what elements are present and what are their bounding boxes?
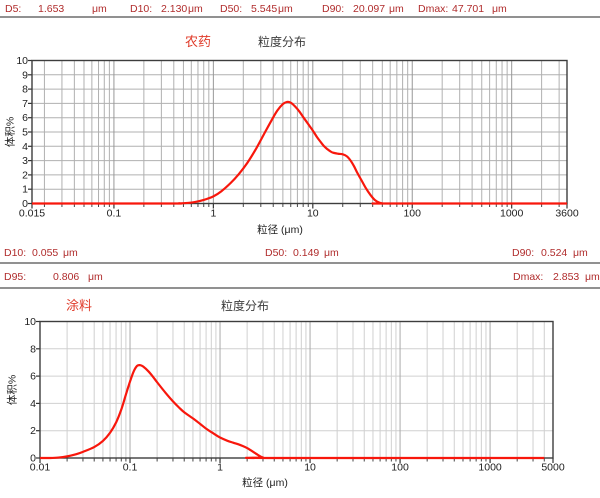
- header-separator: [0, 16, 600, 18]
- stat-d90-label: D90:: [322, 3, 345, 15]
- stat-d90-value: 20.097: [353, 3, 386, 15]
- chart2-xlabel: 粒径 (μm): [242, 477, 288, 489]
- stat-dmax-value: 47.701: [452, 3, 485, 15]
- x-tick-label: 3600: [555, 208, 579, 220]
- y-tick-label: 6: [22, 112, 28, 124]
- chart1-title: 粒度分布: [258, 35, 307, 49]
- chart2-title: 粒度分布: [221, 299, 270, 313]
- stat-d5-unit: μm: [92, 3, 107, 15]
- x-tick-label: 0.1: [107, 208, 122, 220]
- stat-d50-label: D50:: [220, 3, 243, 15]
- mid-d50-value: 0.149: [293, 247, 320, 259]
- mid-d95-value: 0.806: [53, 271, 80, 283]
- y-tick-label: 5: [22, 127, 28, 139]
- mid-d90-label: D90:: [512, 247, 535, 259]
- x-tick-label: 100: [403, 208, 421, 220]
- mid-dmax-label: Dmax:: [513, 271, 544, 283]
- chart2-sample-label: 涂料: [66, 298, 93, 313]
- mid-separator-1: [0, 262, 600, 264]
- y-tick-label: 1: [22, 184, 28, 196]
- stat-d50-unit: μm: [278, 3, 293, 15]
- distribution-curve: [31, 100, 567, 205]
- plot-frame: [31, 59, 568, 205]
- y-tick-label: 10: [16, 55, 28, 67]
- mid-d10-unit: μm: [63, 247, 78, 259]
- stat-d50-value: 5.545: [251, 3, 278, 15]
- stat-d5-label: D5:: [5, 3, 22, 15]
- mid-d90-unit: μm: [573, 247, 588, 259]
- mid-d90-value: 0.524: [541, 247, 568, 259]
- x-tick-label: 0.1: [123, 462, 138, 474]
- mid-d10-label: D10:: [4, 247, 27, 259]
- mid-d50-unit: μm: [324, 247, 339, 259]
- stat-d90-unit: μm: [389, 3, 404, 15]
- mid-d95-unit: μm: [88, 271, 103, 283]
- x-tick-label: 1: [210, 208, 216, 220]
- chart1-sample-label: 农药: [185, 34, 212, 49]
- y-tick-label: 6: [30, 371, 36, 383]
- chart1-xlabel: 粒径 (μm): [257, 224, 303, 236]
- y-tick-label: 7: [22, 98, 28, 110]
- y-tick-label: 0: [30, 453, 36, 465]
- y-tick-label: 8: [22, 84, 28, 96]
- mid-d10-value: 0.055: [32, 247, 59, 259]
- y-tick-label: 4: [30, 398, 36, 410]
- mid-d50-label: D50:: [265, 247, 288, 259]
- x-tick-label: 0.015: [19, 208, 45, 220]
- y-tick-label: 3: [22, 155, 28, 167]
- x-tick-label: 10: [307, 208, 319, 220]
- y-tick-label: 2: [30, 425, 36, 437]
- stat-d10-unit: μm: [188, 3, 203, 15]
- x-tick-label: 100: [391, 462, 409, 474]
- x-tick-label: 1000: [500, 208, 524, 220]
- y-tick-label: 9: [22, 69, 28, 81]
- mid-d95-label: D95:: [4, 271, 27, 283]
- y-tick-label: 2: [22, 169, 28, 181]
- stat-d10-value: 2.130: [161, 3, 188, 15]
- stat-dmax-unit: μm: [492, 3, 507, 15]
- y-tick-label: 10: [24, 316, 36, 328]
- y-tick-label: 8: [30, 343, 36, 355]
- mid-dmax-value: 2.853: [553, 271, 580, 283]
- distribution-curve: [39, 363, 545, 460]
- x-tick-label: 10: [304, 462, 316, 474]
- stat-d5-value: 1.653: [38, 3, 65, 15]
- x-tick-label: 1: [217, 462, 223, 474]
- x-tick-label: 1000: [478, 462, 502, 474]
- mid-separator-2: [0, 287, 600, 289]
- stat-dmax-label: Dmax:: [418, 3, 449, 15]
- mid-dmax-unit: μm: [585, 271, 600, 283]
- stat-d10-label: D10:: [130, 3, 153, 15]
- y-tick-label: 0: [22, 198, 28, 210]
- x-tick-label: 0.01: [30, 462, 51, 474]
- y-tick-label: 4: [22, 141, 28, 153]
- x-tick-label: 5000: [541, 462, 565, 474]
